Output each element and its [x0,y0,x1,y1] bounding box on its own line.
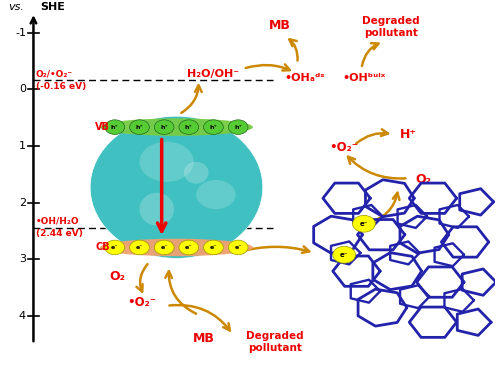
Text: 0: 0 [19,85,26,95]
Circle shape [105,240,124,255]
Text: •O₂⁻: •O₂⁻ [127,296,156,309]
Text: •OHₐᵈˢ: •OHₐᵈˢ [285,73,325,83]
Text: (2.44 eV): (2.44 eV) [36,229,83,238]
Text: Degraded
pollutant: Degraded pollutant [247,331,304,353]
Text: 2: 2 [19,198,26,208]
Text: h⁺: h⁺ [234,125,242,129]
Text: e⁻: e⁻ [210,245,217,250]
Text: 1: 1 [19,141,26,151]
Ellipse shape [100,239,253,256]
Circle shape [179,240,199,255]
Text: e⁻: e⁻ [235,245,242,250]
Circle shape [154,240,174,255]
Text: e⁻: e⁻ [111,245,119,250]
Text: Degraded
pollutant: Degraded pollutant [362,16,420,37]
Text: h⁺: h⁺ [135,125,143,129]
Text: 4: 4 [19,311,26,321]
Text: SHE: SHE [41,2,65,12]
Text: h⁺: h⁺ [185,125,192,129]
Text: e⁻: e⁻ [340,252,348,258]
Circle shape [228,240,248,255]
Text: 3: 3 [19,254,26,264]
Text: h⁺: h⁺ [210,125,217,129]
Circle shape [353,215,375,232]
Text: O₂/•O₂⁻: O₂/•O₂⁻ [36,70,73,79]
Text: h⁺: h⁺ [111,125,119,129]
Circle shape [129,120,149,134]
Ellipse shape [184,162,208,184]
Text: -1: -1 [15,28,26,38]
Text: •OH/H₂O: •OH/H₂O [36,217,79,226]
Circle shape [179,120,199,134]
Text: h⁺: h⁺ [160,125,168,129]
Circle shape [105,120,124,134]
Ellipse shape [100,118,253,136]
Text: e⁻: e⁻ [360,221,368,227]
Ellipse shape [90,116,263,258]
Circle shape [204,240,223,255]
Text: MB: MB [269,19,291,32]
Text: CB: CB [95,243,110,252]
Text: •OHᵇᵘˡˣ: •OHᵇᵘˡˣ [342,73,385,83]
Circle shape [196,180,236,209]
Text: O₂: O₂ [415,174,431,187]
Circle shape [154,120,174,134]
Text: VB: VB [95,122,110,132]
Circle shape [139,142,194,182]
Text: (-0.16 eV): (-0.16 eV) [36,82,86,91]
Circle shape [129,240,149,255]
Text: vs.: vs. [8,2,24,12]
Circle shape [333,246,356,263]
Text: e⁻: e⁻ [160,245,168,250]
Text: e⁻: e⁻ [185,245,192,250]
Circle shape [228,120,248,134]
Circle shape [204,120,223,134]
Ellipse shape [139,193,174,226]
Text: H⁺: H⁺ [400,128,417,141]
Text: MB: MB [192,332,215,345]
Text: e⁻: e⁻ [136,245,143,250]
Text: O₂: O₂ [109,270,125,283]
Text: •O₂⁻: •O₂⁻ [330,141,359,154]
Text: H₂O/OH⁻: H₂O/OH⁻ [187,69,240,79]
